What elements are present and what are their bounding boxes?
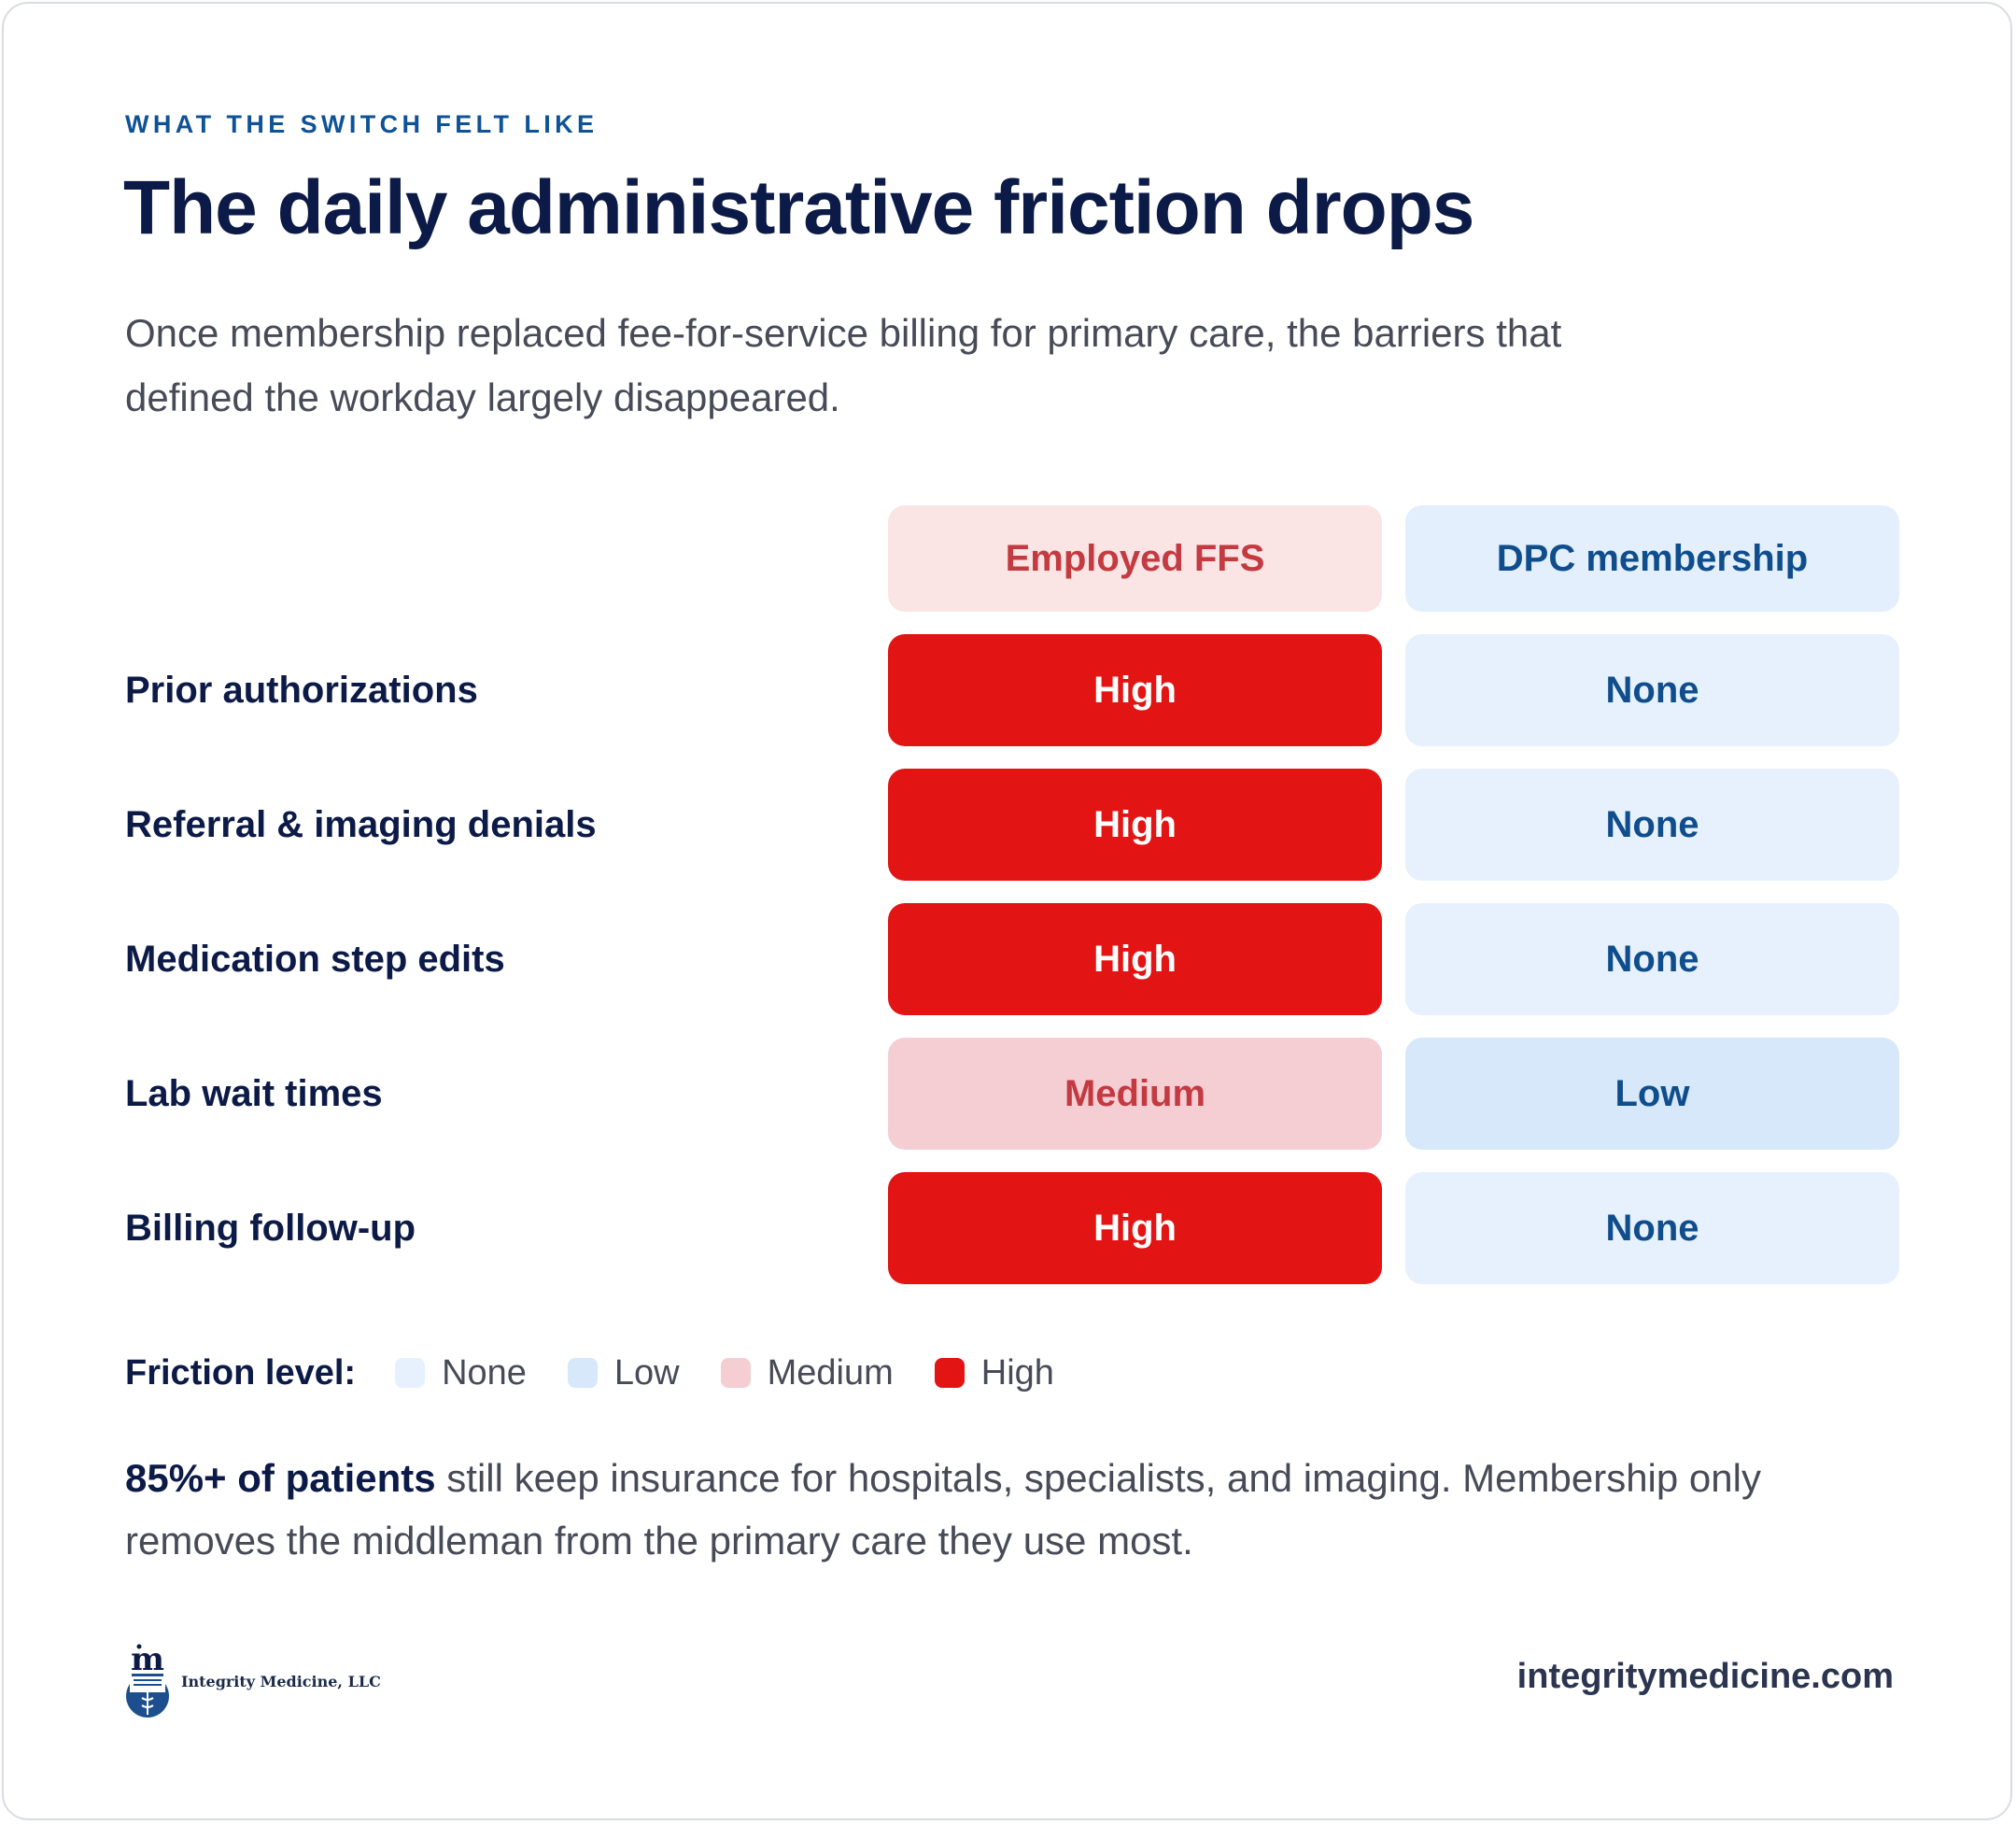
row-label-prior-authorizations: Prior authorizations [125,669,478,711]
column-header-employed-ffs: Employed FFS [888,505,1382,612]
page-title: The daily administrative friction drops [123,165,1474,250]
legend: Friction level: None Low Medium High [125,1349,1095,1397]
company-logo: m Integrity Medicine, LLC [123,1644,381,1718]
legend-label-none: None [442,1352,527,1393]
row-label-referral-imaging-denials: Referral & imaging denials [125,803,597,845]
dpc-cell-prior-authorizations: None [1405,634,1899,746]
legend-swatch-low [567,1358,598,1388]
legend-item-medium: Medium [720,1352,894,1393]
eyebrow-label: WHAT THE SWITCH FELT LIKE [125,110,599,138]
legend-item-high: High [934,1352,1054,1393]
legend-swatch-medium [720,1358,751,1388]
legend-item-none: None [395,1353,527,1393]
legend-label-high: High [980,1352,1054,1393]
dpc-cell-billing-follow-up: None [1405,1172,1899,1284]
ffs-cell-medication-step-edits: High [888,903,1382,1015]
footnote-text: still keep insurance for hospitals, spec… [125,1456,1761,1562]
row-label-lab-wait-times: Lab wait times [125,1072,383,1114]
dpc-cell-referral-imaging-denials: None [1405,769,1899,881]
legend-swatch-high [934,1358,965,1388]
row-label-billing-follow-up: Billing follow-up [125,1207,416,1249]
website-link[interactable]: integritymedicine.com [1516,1657,1894,1696]
ffs-cell-lab-wait-times: Medium [888,1038,1382,1150]
subtitle: Once membership replaced fee-for-service… [125,311,1562,419]
legend-swatch-none [395,1358,426,1388]
legend-item-low: Low [567,1352,680,1393]
legend-label-medium: Medium [767,1352,894,1393]
legend-title: Friction level: [125,1352,357,1393]
column-header-dpc-membership: DPC membership [1405,505,1899,612]
svg-text:m: m [131,1644,164,1678]
ffs-cell-prior-authorizations: High [888,634,1382,746]
legend-label-low: Low [613,1352,680,1393]
company-name: Integrity Medicine, LLC [181,1672,381,1690]
ffs-cell-billing-follow-up: High [888,1172,1382,1284]
dpc-cell-medication-step-edits: None [1405,903,1899,1015]
ffs-cell-referral-imaging-denials: High [888,769,1382,881]
footnote: 85%+ of patients still keep insurance fo… [125,1447,1899,1572]
footnote-bold: 85%+ of patients [125,1456,436,1500]
row-label-medication-step-edits: Medication step edits [125,938,505,980]
dpc-cell-lab-wait-times: Low [1405,1038,1899,1150]
integrity-medicine-logo-icon: m [126,1644,169,1718]
